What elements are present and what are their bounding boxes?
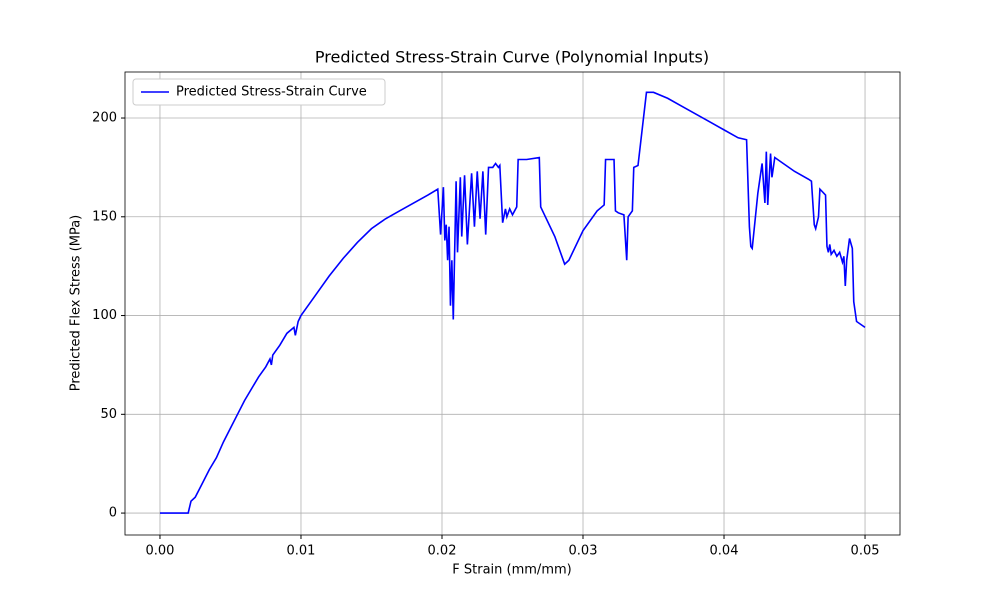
- y-tick-label: 0: [109, 506, 117, 521]
- legend-label: Predicted Stress-Strain Curve: [176, 85, 367, 100]
- chart-title: Predicted Stress-Strain Curve (Polynomia…: [315, 48, 709, 67]
- y-tick-label: 200: [92, 111, 117, 126]
- y-tick-label: 150: [92, 209, 117, 224]
- y-tick-label: 100: [92, 308, 117, 323]
- x-axis-label: F Strain (mm/mm): [452, 563, 571, 578]
- data-line: [159, 91, 866, 514]
- x-tick-label: 0.05: [851, 544, 880, 559]
- x-tick-label: 0.02: [428, 544, 457, 559]
- x-tick-label: 0.03: [569, 544, 598, 559]
- plot-frame: [124, 71, 901, 536]
- x-tick-label: 0.00: [145, 544, 174, 559]
- x-tick-label: 0.01: [287, 544, 316, 559]
- y-axis-label: Predicted Flex Stress (MPa): [69, 215, 84, 392]
- y-tick-label: 50: [100, 407, 117, 422]
- legend-box: [132, 78, 386, 106]
- x-tick-label: 0.04: [710, 544, 739, 559]
